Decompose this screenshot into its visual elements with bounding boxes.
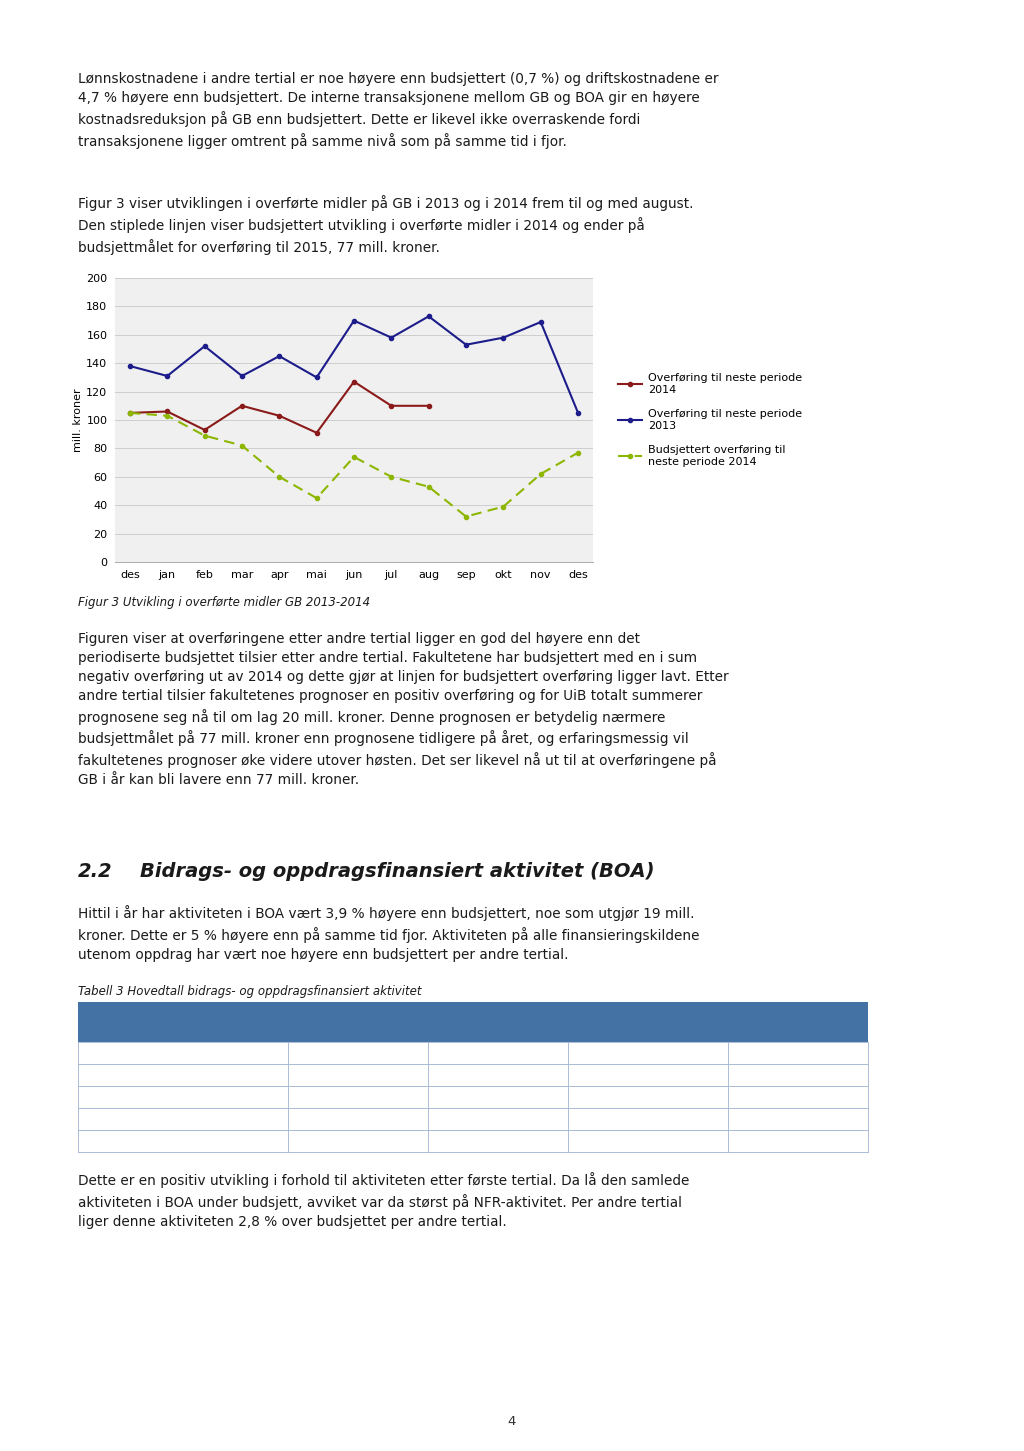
Text: Lønnskostnadene i andre tertial er noe høyere enn budsjettert (0,7 %) og driftsk: Lønnskostnadene i andre tertial er noe h… (78, 73, 719, 148)
Text: Avvik per: Avvik per (801, 1011, 863, 1024)
Text: august: august (517, 1024, 563, 1037)
Text: 306: 306 (399, 1091, 423, 1104)
Text: 53: 53 (408, 1068, 423, 1081)
Text: 16: 16 (547, 1113, 563, 1126)
Text: Figuren viser at overføringene etter andre tertial ligger en god del høyere enn : Figuren viser at overføringene etter and… (78, 633, 729, 786)
Text: UiB BOA: UiB BOA (83, 1011, 137, 1024)
Text: 2014: 2014 (390, 1024, 423, 1037)
Text: Bidrags- og oppdragsfinansiert aktivitet (BOA): Bidrags- og oppdragsfinansiert aktivitet… (140, 862, 654, 881)
Text: 201: 201 (699, 1091, 723, 1104)
Text: Budsjett per: Budsjett per (480, 1011, 563, 1024)
Bar (728, 1042, 868, 1064)
Bar (288, 1042, 428, 1064)
Text: 5,9 %: 5,9 % (827, 1068, 863, 1081)
Bar (568, 1064, 728, 1085)
Bar (728, 1085, 868, 1109)
Text: Figur 3 Utvikling i overførte midler GB 2013-2014: Figur 3 Utvikling i overførte midler GB … (78, 596, 370, 609)
Bar (78, 1042, 868, 1064)
Bar (568, 1085, 728, 1109)
Text: 748: 748 (397, 1135, 423, 1148)
Bar (78, 1064, 288, 1085)
Bar (288, 1064, 428, 1085)
Text: Oppdragsaktivitet: Oppdragsaktivitet (83, 1113, 196, 1126)
Text: Årsbudsjett: Årsbudsjett (346, 1011, 423, 1027)
Bar (428, 1042, 568, 1064)
Text: 23: 23 (408, 1113, 423, 1126)
Bar (78, 1109, 288, 1130)
Bar (78, 1085, 288, 1109)
Bar (728, 1109, 868, 1130)
Bar (78, 1130, 868, 1152)
Bar (78, 1130, 288, 1152)
Bar (288, 1085, 428, 1109)
Bar (428, 1085, 568, 1109)
Bar (428, 1064, 568, 1085)
Text: 38: 38 (708, 1068, 723, 1081)
Text: 239: 239 (699, 1046, 723, 1059)
Bar (78, 1085, 868, 1109)
Text: (mill. kroner): (mill. kroner) (83, 1024, 171, 1037)
Bar (78, 1003, 868, 1042)
Text: 36: 36 (547, 1068, 563, 1081)
Text: august: august (817, 1024, 863, 1037)
Bar (568, 1042, 728, 1064)
Text: 15: 15 (708, 1113, 723, 1126)
Text: 191: 191 (540, 1091, 563, 1104)
Bar (428, 1130, 568, 1152)
Text: NFR-aktivitet: NFR-aktivitet (83, 1046, 164, 1059)
Text: 474: 474 (537, 1135, 563, 1148)
Text: Hittil i år har aktiviteten i BOA vært 3,9 % høyere enn budsjettert, noe som utg: Hittil i år har aktiviteten i BOA vært 3… (78, 905, 699, 962)
Bar (288, 1109, 428, 1130)
Text: Regnskap per: Regnskap per (632, 1011, 723, 1024)
Bar (428, 1109, 568, 1130)
Text: 4: 4 (508, 1415, 516, 1428)
Text: Sum: Sum (83, 1135, 114, 1148)
Text: 5,3 %: 5,3 % (827, 1091, 863, 1104)
Bar (78, 1109, 868, 1130)
Bar (78, 1064, 868, 1085)
Bar (728, 1064, 868, 1085)
Bar (568, 1109, 728, 1130)
Bar (568, 1130, 728, 1152)
Text: EU-aktivitet: EU-aktivitet (83, 1068, 157, 1081)
Bar (78, 1042, 288, 1064)
Text: Figur 3 viser utviklingen i overførte midler på GB i 2013 og i 2014 frem til og : Figur 3 viser utviklingen i overførte mi… (78, 194, 693, 254)
Text: 3,9 %: 3,9 % (824, 1135, 863, 1148)
Legend: Overføring til neste periode
2014, Overføring til neste periode
2013, Budsjetter: Overføring til neste periode 2014, Overf… (617, 373, 802, 467)
Text: 232: 232 (540, 1046, 563, 1059)
Bar (728, 1130, 868, 1152)
Text: august: august (678, 1024, 723, 1037)
Text: 493: 493 (697, 1135, 723, 1148)
Y-axis label: mill. kroner: mill. kroner (74, 389, 84, 451)
Text: -1,0 %: -1,0 % (822, 1113, 863, 1126)
Text: Annen bidragsaktivitet: Annen bidragsaktivitet (83, 1091, 225, 1104)
Text: 2,8 %: 2,8 % (827, 1046, 863, 1059)
Text: 2.2: 2.2 (78, 862, 113, 881)
Bar (288, 1130, 428, 1152)
Text: 366: 366 (399, 1046, 423, 1059)
Text: Tabell 3 Hovedtall bidrags- og oppdragsfinansiert aktivitet: Tabell 3 Hovedtall bidrags- og oppdragsf… (78, 985, 422, 998)
Text: Dette er en positiv utvikling i forhold til aktiviteten etter første tertial. Da: Dette er en positiv utvikling i forhold … (78, 1172, 689, 1229)
